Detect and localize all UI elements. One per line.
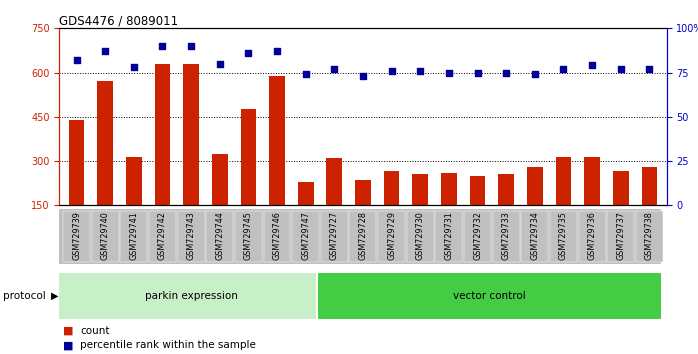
Point: [500, 70, 512, 75]
Point: [186, 43, 197, 49]
Text: GSM729746: GSM729746: [272, 211, 281, 259]
FancyBboxPatch shape: [207, 211, 233, 262]
FancyBboxPatch shape: [149, 211, 176, 262]
Point: [272, 48, 283, 54]
Bar: [527, 167, 543, 205]
Text: GSM729740: GSM729740: [101, 211, 110, 259]
Bar: [413, 175, 428, 205]
Text: GSM729745: GSM729745: [244, 211, 253, 259]
Bar: [584, 156, 600, 205]
Text: GSM729728: GSM729728: [359, 211, 367, 259]
Bar: [97, 81, 113, 205]
Bar: [384, 171, 399, 205]
Point: [615, 66, 626, 72]
Bar: [269, 75, 285, 205]
FancyBboxPatch shape: [177, 211, 205, 262]
Text: GSM729734: GSM729734: [530, 211, 540, 259]
FancyBboxPatch shape: [607, 211, 634, 262]
FancyBboxPatch shape: [350, 211, 376, 262]
Bar: [355, 180, 371, 205]
Bar: [498, 175, 514, 205]
FancyBboxPatch shape: [63, 211, 90, 262]
FancyBboxPatch shape: [120, 211, 147, 262]
Text: GSM729737: GSM729737: [616, 211, 625, 259]
Bar: [641, 167, 658, 205]
Text: GSM729741: GSM729741: [129, 211, 138, 259]
Text: GSM729736: GSM729736: [588, 211, 597, 259]
Text: GSM729743: GSM729743: [186, 211, 195, 259]
Text: GSM729727: GSM729727: [330, 211, 339, 260]
FancyBboxPatch shape: [321, 211, 348, 262]
Point: [300, 72, 311, 77]
Text: GSM729730: GSM729730: [416, 211, 425, 259]
Bar: [212, 154, 228, 205]
FancyBboxPatch shape: [550, 211, 577, 262]
Point: [415, 68, 426, 74]
Point: [357, 73, 369, 79]
Point: [243, 50, 254, 56]
Text: parkin expression: parkin expression: [144, 291, 237, 301]
Text: protocol: protocol: [3, 291, 46, 301]
Bar: [470, 176, 485, 205]
Point: [443, 70, 454, 75]
FancyBboxPatch shape: [521, 211, 549, 262]
Point: [472, 70, 483, 75]
FancyBboxPatch shape: [493, 211, 519, 262]
Bar: [327, 158, 342, 205]
Text: GSM729733: GSM729733: [502, 211, 511, 259]
Bar: [183, 64, 199, 205]
Point: [128, 64, 140, 70]
Text: GSM729729: GSM729729: [387, 211, 396, 260]
Bar: [59, 273, 317, 319]
Point: [157, 43, 168, 49]
Text: ▶: ▶: [51, 291, 59, 301]
FancyBboxPatch shape: [292, 211, 319, 262]
Point: [586, 63, 597, 68]
Bar: [241, 109, 256, 205]
Text: count: count: [80, 326, 110, 336]
Point: [529, 72, 540, 77]
Text: GSM729742: GSM729742: [158, 211, 167, 259]
FancyBboxPatch shape: [579, 211, 606, 262]
Text: percentile rank within the sample: percentile rank within the sample: [80, 340, 256, 350]
Point: [644, 66, 655, 72]
Point: [386, 68, 397, 74]
Text: GSM729739: GSM729739: [72, 211, 81, 259]
Text: ■: ■: [63, 340, 73, 350]
FancyBboxPatch shape: [91, 211, 119, 262]
Text: GSM729738: GSM729738: [645, 211, 654, 259]
Bar: [68, 120, 84, 205]
Bar: [126, 156, 142, 205]
Point: [558, 66, 569, 72]
Text: GSM729744: GSM729744: [215, 211, 224, 259]
FancyBboxPatch shape: [264, 211, 290, 262]
FancyBboxPatch shape: [436, 211, 462, 262]
FancyBboxPatch shape: [378, 211, 405, 262]
Bar: [317, 273, 661, 319]
FancyBboxPatch shape: [636, 211, 663, 262]
Point: [71, 57, 82, 63]
Point: [329, 66, 340, 72]
FancyBboxPatch shape: [464, 211, 491, 262]
Bar: [154, 64, 170, 205]
Text: vector control: vector control: [452, 291, 526, 301]
Bar: [298, 182, 313, 205]
Text: GSM729747: GSM729747: [301, 211, 310, 259]
Text: ■: ■: [63, 326, 73, 336]
Bar: [613, 171, 629, 205]
FancyBboxPatch shape: [235, 211, 262, 262]
Text: GSM729735: GSM729735: [559, 211, 568, 259]
Bar: [556, 156, 572, 205]
Point: [100, 48, 111, 54]
Text: GSM729732: GSM729732: [473, 211, 482, 259]
Text: GSM729731: GSM729731: [445, 211, 454, 259]
FancyBboxPatch shape: [407, 211, 433, 262]
Point: [214, 61, 225, 67]
Text: GDS4476 / 8089011: GDS4476 / 8089011: [59, 14, 179, 27]
Bar: [441, 173, 456, 205]
